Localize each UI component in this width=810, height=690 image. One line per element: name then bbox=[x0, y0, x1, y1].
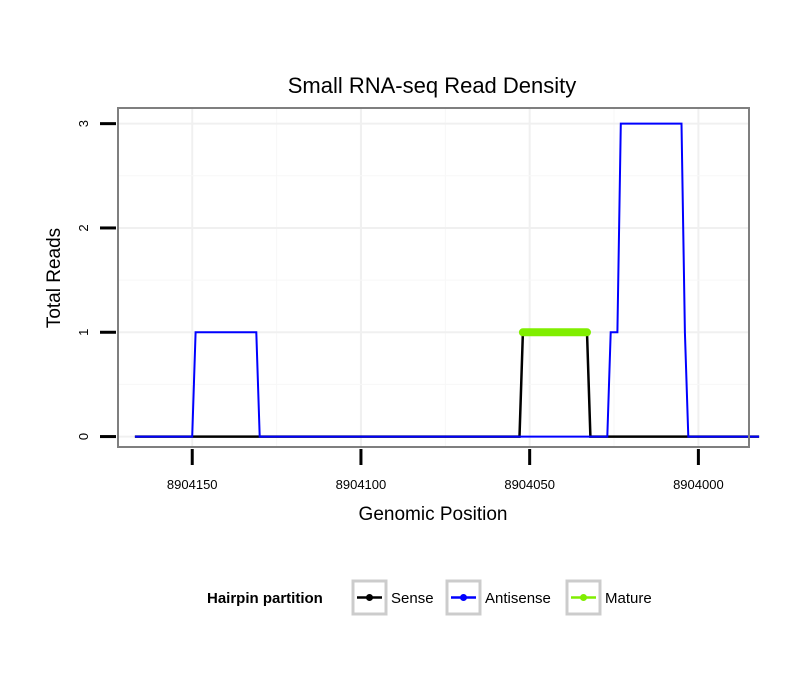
series-antisense bbox=[134, 122, 760, 438]
legend-label: Sense bbox=[391, 590, 434, 607]
legend-title: Hairpin partition bbox=[207, 590, 323, 607]
plot-area bbox=[118, 108, 749, 447]
x-tick-label: 8904000 bbox=[673, 477, 724, 492]
legend-key-point bbox=[366, 594, 373, 601]
legend-item-mature: Mature bbox=[565, 579, 652, 616]
series-layer bbox=[134, 122, 760, 438]
legend: Hairpin partition Sense Antisense Mature bbox=[207, 579, 652, 616]
x-tick-label: 8904100 bbox=[336, 477, 387, 492]
legend-item-sense: Sense bbox=[351, 579, 434, 616]
x-tick-label: 8904050 bbox=[504, 477, 555, 492]
chart-title: Small RNA-seq Read Density bbox=[288, 73, 577, 98]
legend-label: Antisense bbox=[485, 590, 551, 607]
series-line-antisense bbox=[134, 122, 760, 438]
y-axis-title: Total Reads bbox=[44, 228, 65, 328]
y-tick-label: 0 bbox=[76, 433, 91, 440]
y-axis: 0 1 2 3 bbox=[76, 120, 116, 440]
plot-background bbox=[118, 108, 749, 447]
x-axis: 8904150 8904100 8904050 8904000 bbox=[167, 449, 724, 492]
legend-item-antisense: Antisense bbox=[445, 579, 551, 616]
y-tick-label: 3 bbox=[76, 120, 91, 127]
y-tick-label: 2 bbox=[76, 224, 91, 231]
legend-label: Mature bbox=[605, 590, 652, 607]
y-tick-label: 1 bbox=[76, 329, 91, 336]
x-tick-label: 8904150 bbox=[167, 477, 218, 492]
legend-key-point bbox=[460, 594, 467, 601]
plot-border bbox=[117, 107, 750, 448]
x-axis-title: Genomic Position bbox=[359, 504, 508, 525]
legend-key-point bbox=[580, 594, 587, 601]
